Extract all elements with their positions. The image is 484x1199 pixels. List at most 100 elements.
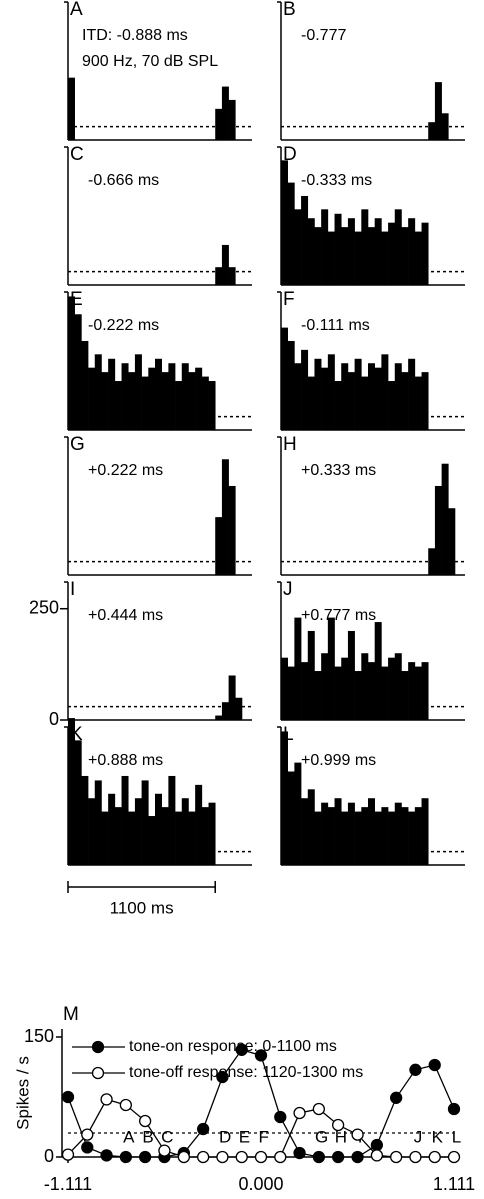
bar [448, 508, 456, 575]
bar [334, 381, 342, 430]
panel: J +0.777 ms [277, 579, 465, 721]
annotation: -0.333 ms [301, 172, 372, 189]
itd-label: L [452, 1127, 461, 1146]
bar [321, 653, 329, 720]
bar [327, 354, 335, 430]
bar [201, 376, 209, 430]
bar [361, 807, 369, 865]
y-tick-label: 150 [24, 1026, 54, 1046]
bar [294, 209, 302, 285]
x-tick-label: 1.111 [433, 1174, 475, 1194]
itd-label: J [414, 1127, 423, 1146]
bar [327, 617, 335, 720]
bar [294, 363, 302, 430]
point [61, 1148, 75, 1161]
panel: A ITD: -0.888 ms 900 Hz, 70 dB SPL [64, 0, 252, 141]
bar [155, 793, 162, 865]
panel-letter: I [70, 579, 75, 600]
bar [281, 657, 288, 720]
bar [307, 376, 315, 430]
bar [208, 381, 216, 430]
bar [368, 798, 375, 865]
point [100, 1149, 113, 1162]
bar [368, 227, 375, 285]
annotation: +0.999 ms [301, 752, 376, 769]
bar [181, 798, 189, 865]
point [119, 1150, 132, 1164]
point [216, 1150, 229, 1164]
bar [341, 657, 349, 720]
bar [314, 358, 322, 430]
bar [374, 622, 382, 720]
annotation: +0.333 ms [301, 462, 376, 479]
bar [341, 363, 349, 430]
panel-letter: B [283, 0, 296, 20]
point [447, 1102, 461, 1116]
y-tick-label: 0 [49, 709, 59, 729]
bar [68, 77, 75, 140]
bar [301, 349, 309, 430]
bar [314, 811, 322, 865]
bar [354, 671, 362, 720]
bar [434, 485, 442, 575]
x-tick-label: 0.000 [238, 1174, 283, 1194]
bar [381, 354, 389, 430]
bar [114, 807, 122, 865]
annotation: +0.444 ms [88, 607, 163, 624]
bar [314, 227, 322, 285]
point [254, 1150, 268, 1164]
panel-letter: L [283, 724, 294, 745]
bar [287, 666, 295, 720]
bar [195, 367, 203, 430]
point [293, 1106, 306, 1120]
bar [68, 296, 75, 430]
bar [215, 108, 223, 140]
panel-letter: D [283, 144, 297, 165]
bar [228, 99, 236, 140]
bar [388, 381, 396, 430]
legend-label: tone-on response: 0-1100 ms [129, 1038, 337, 1055]
panel-letter: M [63, 1004, 79, 1025]
bar [101, 372, 109, 430]
bar [388, 222, 396, 285]
bar [94, 354, 102, 430]
panel: E -0.222 ms [64, 289, 252, 431]
bar [394, 363, 402, 430]
bar [421, 372, 429, 430]
scale-label: 1100 ms [110, 898, 174, 917]
bar [361, 653, 369, 720]
bar [81, 340, 89, 430]
bar [408, 811, 416, 865]
bar [228, 267, 236, 285]
bar [201, 807, 209, 865]
panel-letter: G [70, 434, 85, 455]
bar [287, 340, 295, 430]
bar [321, 209, 329, 285]
point [197, 1150, 210, 1164]
bar [388, 657, 396, 720]
point [197, 1122, 210, 1136]
bar [334, 213, 342, 285]
bar [281, 731, 288, 865]
bar [374, 218, 382, 285]
panel-letter: K [70, 724, 83, 745]
bar [155, 358, 162, 430]
point [409, 1063, 422, 1076]
point [235, 1043, 248, 1056]
point [390, 1150, 403, 1164]
bar [414, 231, 422, 285]
bar [321, 367, 329, 430]
bar [408, 218, 416, 285]
bar [368, 363, 375, 430]
point [61, 1090, 75, 1104]
bar [401, 671, 409, 720]
bar [148, 367, 156, 430]
annotation: -0.666 ms [88, 172, 159, 189]
bar [215, 267, 223, 285]
bar [141, 780, 149, 865]
itd-label: A [123, 1127, 135, 1146]
point [293, 1146, 306, 1160]
point [138, 1150, 152, 1164]
panel: F -0.111 ms [277, 289, 465, 431]
itd-label: C [161, 1127, 173, 1146]
